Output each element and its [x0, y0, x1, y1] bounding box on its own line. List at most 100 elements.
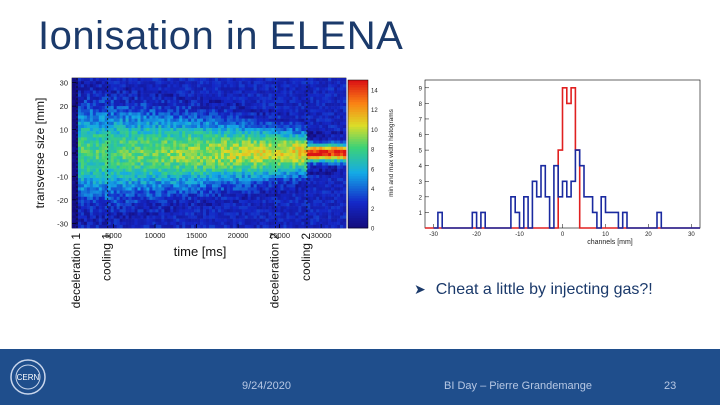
colorbar-segment [348, 80, 368, 83]
heatmap-cell [140, 215, 144, 219]
arrow-bullet-icon: ➤ [414, 281, 426, 297]
heatmap-cell [104, 93, 109, 98]
heatmap-cell [173, 96, 177, 101]
heatmap-cell [83, 112, 88, 116]
heatmap-cell [143, 165, 147, 169]
heatmap-cell [140, 159, 144, 163]
colorbar-segment [348, 166, 368, 170]
heatmap-cell [244, 137, 249, 141]
heatmap-cell [262, 124, 266, 129]
heatmap-cell [334, 149, 338, 154]
heatmap-cell [107, 87, 112, 91]
heatmap-cell [137, 93, 141, 98]
heatmap-cell [214, 115, 219, 119]
heatmap-cell [289, 199, 293, 204]
heatmap-cell [256, 184, 260, 188]
heatmap-cell [244, 209, 249, 213]
heatmap-cell [80, 149, 85, 154]
heatmap-cell [116, 109, 120, 113]
heatmap-cell [182, 109, 186, 113]
heatmap-cell [334, 87, 338, 91]
heatmap-cell [167, 109, 171, 113]
heatmap-cell [298, 221, 302, 226]
heatmap-cell [235, 115, 240, 119]
heatmap-cell [131, 137, 135, 141]
heatmap-cell [301, 106, 305, 110]
heatmap-cell [179, 78, 183, 82]
heatmap-cell [200, 221, 204, 226]
heatmap-cell [77, 84, 82, 88]
heatmap-cell [176, 118, 180, 123]
heatmap-cell [277, 171, 281, 176]
heatmap-cell [77, 184, 82, 188]
heatmap-cell [301, 165, 305, 169]
heatmap-cell [149, 199, 153, 204]
heatmap-cell [113, 131, 117, 135]
heatmap-cell [298, 199, 302, 204]
heatmap-cell [313, 137, 317, 141]
heatmap-cell [295, 224, 299, 229]
heatmap-cell [322, 181, 326, 185]
heatmap-cell [340, 174, 344, 179]
heatmap-cell [158, 206, 162, 210]
heatmap-cell [173, 209, 177, 213]
heatmap-cell [170, 181, 174, 185]
heatmap-cell [77, 96, 82, 101]
heatmap-cell [128, 78, 132, 82]
heatmap-cell [334, 215, 338, 219]
heatmap-cell [274, 212, 278, 216]
heatmap-cell [209, 99, 213, 104]
heatmap-cell [161, 124, 165, 129]
heatmap-cell [92, 221, 97, 226]
heatmap-cell [92, 121, 97, 126]
heatmap-cell [331, 115, 335, 119]
colorbar-segment [348, 89, 368, 93]
heatmap-cell [95, 121, 100, 126]
heatmap-cell [89, 78, 94, 82]
heatmap-cell [143, 84, 147, 88]
heatmap-cell [98, 146, 103, 151]
heatmap-cell [292, 212, 296, 216]
heatmap-cell [143, 146, 147, 151]
heatmap-cell [83, 143, 88, 148]
heatmap-cell [316, 103, 320, 107]
heatmap-cell [107, 96, 112, 101]
heatmap-cell [167, 184, 171, 188]
heatmap-cell [328, 146, 332, 151]
heatmap-cell [77, 221, 82, 226]
heatmap-cell [95, 90, 100, 94]
colorbar-segment [348, 161, 368, 165]
heatmap-cell [92, 81, 97, 85]
heatmap-cell [191, 196, 195, 201]
heatmap-cell [86, 193, 91, 198]
heatmap-cell [316, 174, 320, 179]
heatmap-cell [268, 134, 272, 138]
heatmap-cell [223, 131, 228, 135]
heatmap-cell [119, 162, 123, 166]
heatmap-cell [220, 215, 225, 219]
heatmap-cell [167, 159, 171, 163]
heatmap-cell [179, 99, 183, 104]
heatmap-cell [307, 209, 311, 213]
heatmap-cell [280, 112, 284, 116]
heatmap-cell [176, 190, 180, 194]
heatmap-cell [310, 178, 314, 182]
heatmap-cell [268, 112, 272, 116]
heatmap-cell [173, 190, 177, 194]
heatmap-cell [152, 103, 156, 107]
heatmap-cell [158, 181, 162, 185]
heatmap-cell [217, 209, 222, 213]
heatmap-cell [206, 118, 210, 123]
heatmap-cell [232, 209, 237, 213]
heatmap-cell [140, 131, 144, 135]
heatmap-cell [343, 146, 347, 151]
heatmap-cell [307, 78, 311, 82]
heatmap-cell [232, 90, 237, 94]
heatmap-cell [182, 181, 186, 185]
heatmap-cell [164, 90, 168, 94]
heatmap-cell [322, 121, 326, 126]
heatmap-cell [238, 162, 243, 166]
heatmap-cell [152, 140, 156, 144]
heatmap-cell [128, 209, 132, 213]
heatmap-cell [191, 171, 195, 176]
